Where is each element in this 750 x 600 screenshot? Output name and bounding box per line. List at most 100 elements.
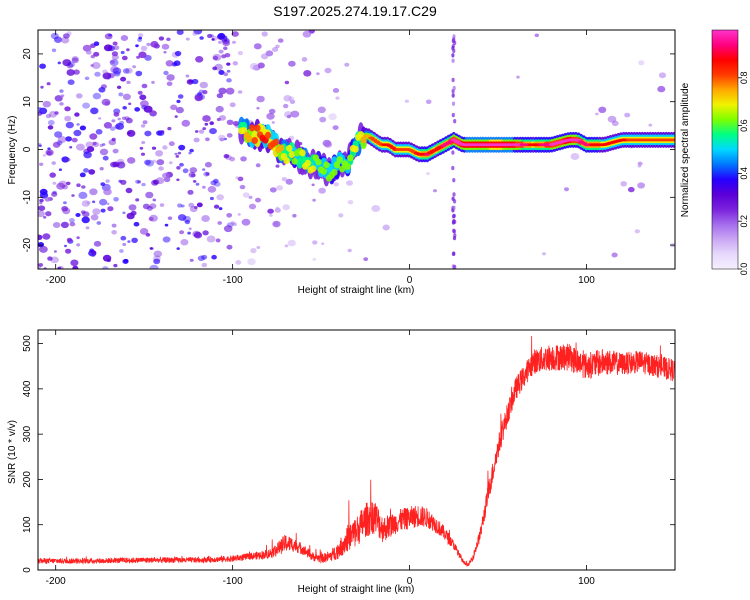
spectrogram-speckle — [193, 231, 203, 239]
spectrogram-speckle — [286, 114, 292, 119]
spectrogram-speckle — [95, 129, 103, 135]
spectrogram-speckle — [105, 179, 110, 183]
spectrogram-speckle — [69, 146, 73, 149]
spectrogram-speckle — [198, 129, 205, 134]
colorbar-label: Normalized spectral amplitude — [680, 82, 691, 217]
spectrogram-speckle — [140, 124, 146, 128]
spectrogram-speckle — [100, 182, 106, 187]
spectrogram-streak — [452, 219, 456, 224]
spectrogram-speckle — [71, 57, 79, 64]
spectrogram-speckle — [90, 250, 97, 255]
spectrogram-speckle — [54, 131, 63, 138]
spectrogram-speckle — [516, 75, 520, 79]
spectrogram-speckle — [126, 48, 130, 52]
spectrogram-speckle — [268, 108, 276, 114]
spectrogram-y-tick-label: 0 — [22, 146, 33, 152]
ridge-blob — [283, 157, 290, 165]
spectrogram-speckle — [213, 181, 221, 187]
spectrogram-speckle — [202, 90, 208, 95]
spectrogram-speckle — [316, 72, 320, 76]
spectrogram-speckle — [247, 258, 256, 266]
spectrogram-speckle — [94, 71, 101, 77]
spectrogram-speckle — [163, 50, 167, 54]
spectrogram-speckle — [188, 151, 192, 155]
spectrogram-speckle — [637, 182, 645, 189]
spectrogram-speckle — [73, 69, 80, 75]
spectrogram-speckle — [59, 89, 64, 93]
spectrogram-speckle — [232, 121, 240, 126]
spectrogram-speckle — [82, 44, 92, 52]
spectrogram-speckle — [382, 224, 390, 231]
spectrogram-speckle — [216, 194, 224, 201]
ridge-blob — [251, 137, 258, 144]
spectrogram-speckle — [83, 151, 92, 159]
spectrogram-speckle — [176, 166, 181, 170]
spectrogram-speckle — [85, 226, 90, 230]
spectrogram-speckle — [123, 258, 129, 263]
ridge-blob — [339, 165, 346, 173]
spectrogram-speckle — [149, 247, 153, 250]
spectrogram-speckle — [166, 37, 171, 41]
spectrogram-speckle — [207, 186, 217, 193]
spectrogram-speckle — [176, 30, 184, 35]
spectrogram-speckle — [284, 111, 293, 118]
spectrogram-speckle — [45, 114, 52, 119]
spectrogram-y-tick-label: 10 — [22, 96, 33, 108]
spectrogram-speckle — [193, 180, 197, 183]
spectrogram-speckle — [288, 96, 295, 102]
spectrogram-speckle — [70, 259, 79, 267]
spectrogram-speckle — [52, 181, 57, 185]
ridge-blob — [347, 154, 354, 162]
spectrogram-speckle — [135, 198, 140, 202]
spectrogram-speckle — [284, 244, 289, 248]
spectrogram-speckle — [149, 264, 159, 269]
spectrogram-speckle — [152, 159, 157, 163]
spectrogram-speckle — [69, 218, 75, 223]
spectrogram-speckle — [45, 211, 52, 217]
spectrogram-speckle — [102, 72, 112, 80]
spectrogram-speckle — [611, 252, 618, 258]
ridge-blob — [670, 138, 675, 142]
spectrogram-speckle — [78, 191, 88, 199]
spectrogram-speckle — [125, 117, 133, 124]
spectrogram-speckle — [113, 45, 120, 50]
spectrogram-speckle — [139, 228, 149, 235]
spectrogram-speckle — [176, 178, 180, 182]
spectrogram-speckle — [235, 260, 242, 265]
spectrogram-speckle — [221, 54, 227, 59]
spectrogram-speckle — [189, 167, 198, 174]
spectrogram-speckle — [283, 95, 292, 102]
spectrogram-speckle — [303, 70, 312, 77]
spectrogram-speckle — [204, 161, 212, 168]
spectrogram-speckle — [542, 252, 546, 256]
spectrogram-speckle — [202, 185, 206, 189]
spectrogram-speckle — [102, 155, 109, 161]
spectrogram-speckle — [324, 67, 332, 74]
spectrogram-speckle — [49, 172, 56, 178]
spectrogram-speckle — [277, 38, 284, 43]
spectrogram-speckle — [195, 182, 200, 186]
spectrogram-speckle — [595, 112, 599, 116]
spectrogram-speckle — [142, 120, 148, 125]
spectrogram-speckle — [187, 189, 194, 195]
spectrogram-speckle — [38, 242, 45, 248]
spectrogram-speckle — [109, 59, 119, 67]
spectrogram-speckle — [266, 112, 275, 120]
spectrogram-speckle — [76, 93, 83, 99]
spectrogram-speckle — [179, 162, 184, 167]
spectrogram-speckle — [230, 221, 235, 225]
spectrogram-speckle — [148, 217, 154, 221]
spectrogram-speckle — [120, 235, 127, 241]
spectrogram-speckle — [344, 62, 350, 67]
spectrogram-speckle — [169, 161, 173, 165]
spectrogram-speckle — [232, 40, 236, 44]
spectrogram-speckle — [217, 32, 226, 40]
spectrogram-speckle — [226, 244, 233, 250]
snr-x-tick-label: 100 — [578, 576, 595, 587]
spectrogram-speckle — [199, 36, 204, 40]
ridge-blob — [304, 159, 311, 167]
spectrogram-speckle — [38, 210, 45, 218]
ridge-blob — [320, 167, 327, 175]
spectrogram-speckle — [218, 134, 226, 141]
spectrogram-speckle — [212, 53, 222, 61]
